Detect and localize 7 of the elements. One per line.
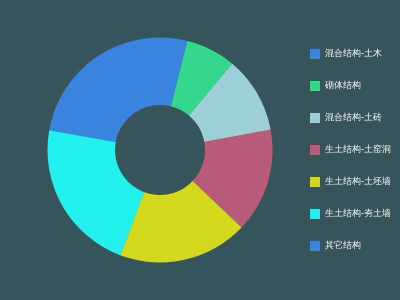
legend-label: 混合结构-土木 [325,48,382,59]
legend-label: 生土结构-土窑洞 [325,144,392,155]
legend-label: 砌体结构 [324,80,361,91]
legend-label: 其它结构 [325,240,361,251]
legend-label: 生土结构-夯土墙 [325,208,392,219]
legend-label: 生土结构-土坯墙 [325,176,392,187]
legend-label: 混合结构-土砖 [325,112,382,123]
